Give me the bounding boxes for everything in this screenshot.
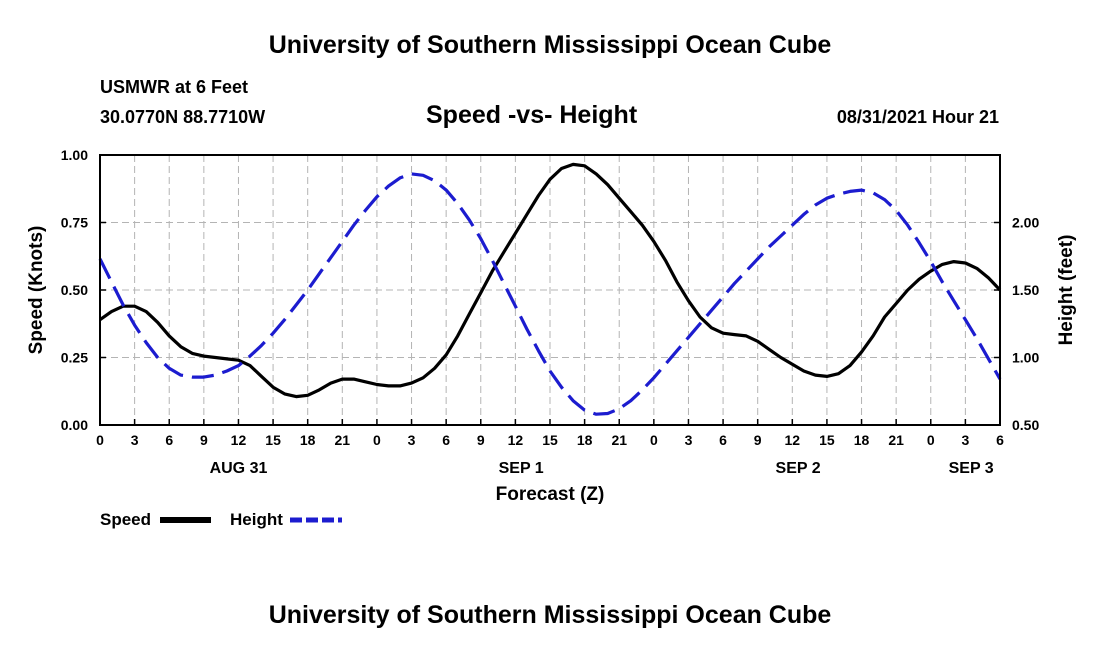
y2-axis-label: Height (feet) [1056,235,1077,346]
x-tick-label: 0 [96,432,104,448]
y-tick-label: 1.00 [61,147,88,163]
height-series-line [98,172,1002,416]
x-tick-label: 18 [300,432,316,448]
y-axis-label: Speed (Knots) [26,226,47,355]
y2-tick-label: 1.50 [1012,282,1039,298]
x-tick-label: 18 [577,432,593,448]
y-tick-label: 0.00 [61,417,88,433]
x-tick-label: 21 [335,432,351,448]
x-tick-label: 0 [373,432,381,448]
x-tick-label: 3 [408,432,416,448]
coordinates-label: 30.0770N 88.7710W [100,107,266,127]
x-tick-label: 21 [611,432,627,448]
x-tick-label: 6 [996,432,1004,448]
x-tick-label: 12 [231,432,247,448]
x-tick-label: 12 [785,432,801,448]
x-tick-label: 15 [265,432,281,448]
x-tick-label: 0 [650,432,658,448]
x-tick-label: 3 [131,432,139,448]
y2-tick-label: 0.50 [1012,417,1039,433]
date-label: SEP 3 [949,460,994,477]
x-tick-label: 15 [819,432,835,448]
footer-title: University of Southern Mississippi Ocean… [268,601,832,629]
y-tick-label: 0.75 [61,215,88,231]
grid [100,155,1000,425]
x-axis-label: Forecast (Z) [496,484,605,505]
series-layer [98,162,1002,416]
x-tick-label: 3 [685,432,693,448]
x-tick-label: 0 [927,432,935,448]
x-tick-label: 21 [888,432,904,448]
x-tick-label: 3 [961,432,969,448]
page-title: University of Southern Mississippi Ocean… [268,31,832,59]
x-tick-label: 18 [854,432,870,448]
legend: Speed Height [100,510,342,529]
axes: 0 3 6 9 12 15 18 21 0 3 6 9 12 15 18 21 0 3 6 9 12 15 18 21 0 3 6 A… [61,147,1040,477]
y-tick-label: 0.25 [61,350,88,366]
x-tick-label: 6 [442,432,450,448]
forecast-date-label: 08/31/2021 Hour 21 [836,107,999,127]
x-tick-label: 9 [200,432,208,448]
y-tick-label: 0.50 [61,282,88,298]
x-tick-label: 9 [477,432,485,448]
date-label: AUG 31 [210,460,268,477]
legend-height-label: Height [230,510,283,529]
x-tick-label: 9 [754,432,762,448]
chart-title: Speed -vs- Height [426,101,638,129]
speed-series-line [99,162,1002,399]
station-label: USMWR at 6 Feet [100,77,249,97]
x-tick-label: 6 [719,432,727,448]
y2-tick-label: 1.00 [1012,350,1039,366]
x-tick-label: 6 [165,432,173,448]
x-tick-label: 15 [542,432,558,448]
x-tick-label: 12 [508,432,524,448]
legend-speed-label: Speed [100,510,151,529]
date-label: SEP 2 [776,460,821,477]
y2-tick-label: 2.00 [1012,215,1039,231]
date-label: SEP 1 [499,460,544,477]
